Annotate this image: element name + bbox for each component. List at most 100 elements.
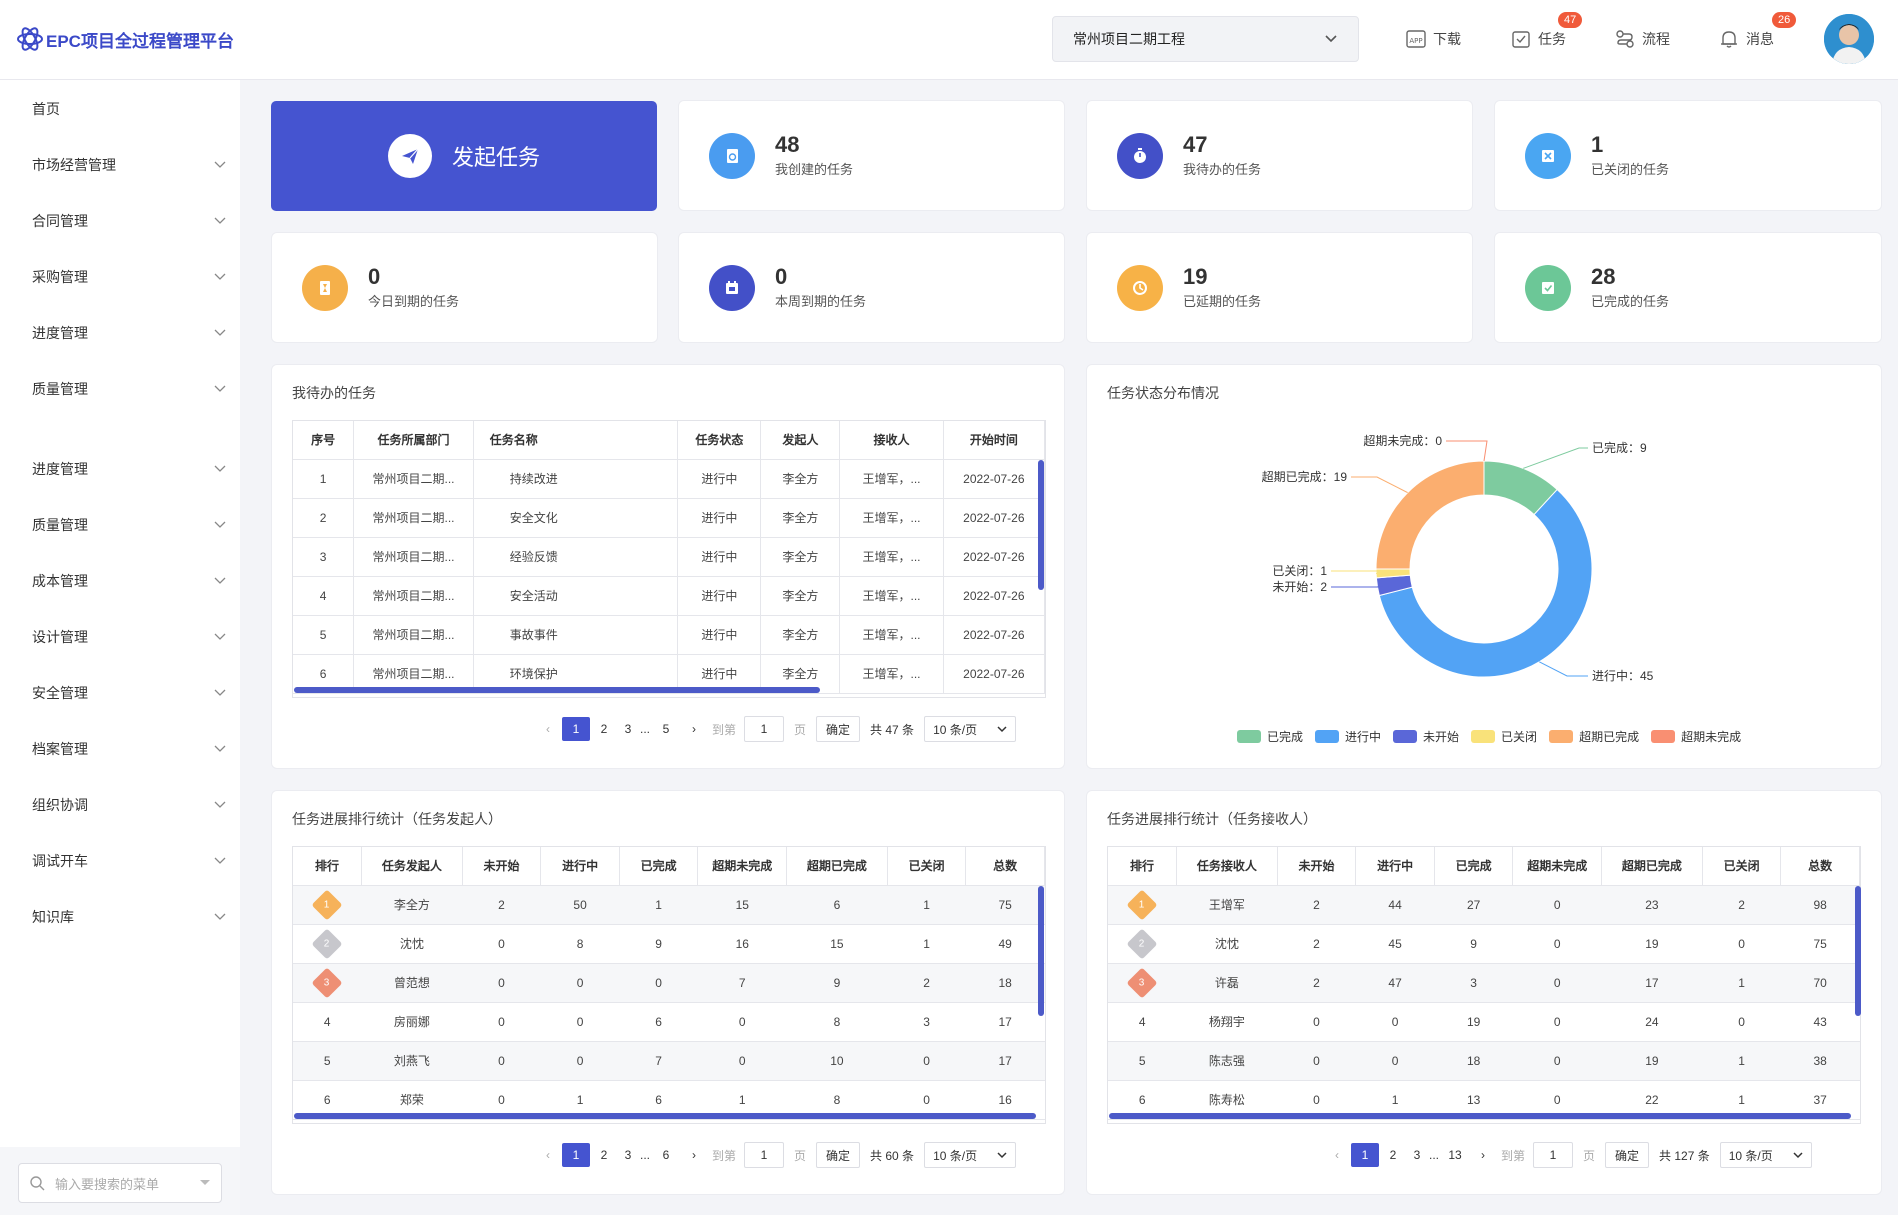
sidebar-item-quality[interactable]: 质量管理 bbox=[0, 374, 240, 404]
next-page-icon[interactable]: › bbox=[692, 722, 696, 736]
page-size-select[interactable]: 10 条/页 bbox=[924, 716, 1017, 742]
sidebar-item-quality-2[interactable]: 质量管理 bbox=[0, 510, 240, 540]
goto-page-input[interactable]: 1 bbox=[1533, 1142, 1574, 1168]
page-button[interactable]: 2 bbox=[1389, 1148, 1397, 1162]
goto-page-input[interactable]: 1 bbox=[744, 1142, 785, 1168]
table-header[interactable]: 未开始 bbox=[1277, 847, 1357, 886]
table-header[interactable]: 任务状态 bbox=[677, 421, 762, 460]
table-row[interactable]: 5 常州项目二期... 事故事件 进行中 李全方 王增军，... 2022-07-26 bbox=[293, 615, 1045, 655]
user-avatar[interactable] bbox=[1824, 14, 1874, 64]
table-row[interactable]: 1 王增军 2 44 27 0 23 2 98 bbox=[1108, 885, 1860, 925]
page-ellipsis[interactable]: ... bbox=[1428, 1148, 1439, 1162]
legend-item[interactable]: 未开始 bbox=[1393, 728, 1459, 745]
goto-confirm-button[interactable]: 确定 bbox=[816, 1142, 861, 1168]
table-header[interactable]: 任务发起人 bbox=[361, 847, 463, 886]
table-header[interactable]: 任务名称 bbox=[473, 421, 679, 460]
sidebar-item-coordination[interactable]: 组织协调 bbox=[0, 790, 240, 820]
vertical-scrollbar[interactable] bbox=[1855, 886, 1861, 1016]
table-header[interactable]: 已完成 bbox=[1434, 847, 1514, 886]
donut-slice[interactable] bbox=[1378, 488, 1593, 678]
stat-card-due-week[interactable]: 0 本周到期的任务 bbox=[678, 232, 1065, 343]
table-row[interactable]: 3 常州项目二期... 经验反馈 进行中 李全方 王增军，... 2022-07-26 bbox=[293, 537, 1045, 577]
table-header[interactable]: 超期未完成 bbox=[1512, 847, 1603, 886]
prev-page-icon[interactable]: ‹ bbox=[546, 722, 550, 736]
vertical-scrollbar[interactable] bbox=[1038, 460, 1044, 590]
table-row[interactable]: 3 许磊 2 47 3 0 17 1 70 bbox=[1108, 963, 1860, 1003]
sidebar-item-design[interactable]: 设计管理 bbox=[0, 622, 240, 652]
sidebar-item-cost[interactable]: 成本管理 bbox=[0, 566, 240, 596]
legend-item[interactable]: 进行中 bbox=[1315, 728, 1381, 745]
table-header[interactable]: 超期已完成 bbox=[1601, 847, 1703, 886]
table-row[interactable]: 6 郑荣 0 1 6 1 8 0 16 bbox=[293, 1080, 1045, 1120]
table-header[interactable]: 未开始 bbox=[462, 847, 542, 886]
legend-item[interactable]: 超期未完成 bbox=[1651, 728, 1741, 745]
table-header[interactable]: 排行 bbox=[1108, 847, 1177, 886]
table-row[interactable]: 2 沈忱 0 8 9 16 15 1 49 bbox=[293, 924, 1045, 964]
stat-card-closed[interactable]: 1 已关闭的任务 bbox=[1494, 100, 1882, 211]
page-button[interactable]: 5 bbox=[662, 722, 670, 736]
goto-page-input[interactable]: 1 bbox=[744, 716, 785, 742]
goto-confirm-button[interactable]: 确定 bbox=[816, 716, 861, 742]
table-row[interactable]: 5 刘燕飞 0 0 7 0 10 0 17 bbox=[293, 1041, 1045, 1081]
sidebar-item-progress-2[interactable]: 进度管理 bbox=[0, 454, 240, 484]
table-row[interactable]: 2 沈忱 2 45 9 0 19 0 75 bbox=[1108, 924, 1860, 964]
table-row[interactable]: 4 房丽娜 0 0 6 0 8 3 17 bbox=[293, 1002, 1045, 1042]
horizontal-scrollbar[interactable] bbox=[294, 1113, 1036, 1119]
table-header[interactable]: 总数 bbox=[1780, 847, 1860, 886]
page-ellipsis[interactable]: ... bbox=[639, 722, 650, 736]
table-header[interactable]: 已关闭 bbox=[887, 847, 967, 886]
app-logo[interactable]: EPC项目全过程管理平台 bbox=[16, 25, 234, 53]
table-row[interactable]: 4 杨翔宇 0 0 19 0 24 0 43 bbox=[1108, 1002, 1860, 1042]
sidebar-item-archive[interactable]: 档案管理 bbox=[0, 734, 240, 764]
sidebar-item-purchase[interactable]: 采购管理 bbox=[0, 262, 240, 292]
project-select[interactable]: 常州项目二期工程 bbox=[1052, 16, 1359, 62]
next-page-icon[interactable]: › bbox=[1481, 1148, 1485, 1162]
menu-search-input[interactable]: 输入要搜索的菜单 bbox=[18, 1163, 222, 1203]
sidebar-item-commissioning[interactable]: 调试开车 bbox=[0, 846, 240, 876]
sidebar-item-knowledge[interactable]: 知识库 bbox=[0, 902, 240, 932]
stat-card-created[interactable]: 48 我创建的任务 bbox=[678, 100, 1065, 211]
page-button[interactable]: 1 bbox=[562, 717, 590, 741]
sidebar-item-market[interactable]: 市场经营管理 bbox=[0, 150, 240, 180]
table-row[interactable]: 5 陈志强 0 0 18 0 19 1 38 bbox=[1108, 1041, 1860, 1081]
stat-card-completed[interactable]: 28 已完成的任务 bbox=[1494, 232, 1882, 343]
table-header[interactable]: 任务所属部门 bbox=[353, 421, 474, 460]
donut-slice[interactable] bbox=[1375, 460, 1485, 570]
page-size-select[interactable]: 10 条/页 bbox=[1719, 1142, 1812, 1168]
prev-page-icon[interactable]: ‹ bbox=[546, 1148, 550, 1162]
page-button[interactable]: 3 bbox=[1413, 1148, 1421, 1162]
table-header[interactable]: 发起人 bbox=[760, 421, 841, 460]
table-header[interactable]: 开始时间 bbox=[943, 421, 1045, 460]
messages-button[interactable]: 消息 26 bbox=[1718, 12, 1797, 50]
table-row[interactable]: 1 常州项目二期... 持续改进 进行中 李全方 王增军，... 2022-07-26 bbox=[293, 459, 1045, 499]
horizontal-scrollbar[interactable] bbox=[294, 687, 820, 693]
table-row[interactable]: 2 常州项目二期... 安全文化 进行中 李全方 王增军，... 2022-07-26 bbox=[293, 498, 1045, 538]
page-ellipsis[interactable]: ... bbox=[639, 1148, 650, 1162]
download-button[interactable]: APP 下载 bbox=[1405, 28, 1461, 50]
legend-item[interactable]: 超期已完成 bbox=[1549, 728, 1639, 745]
page-button[interactable]: 3 bbox=[624, 1148, 632, 1162]
next-page-icon[interactable]: › bbox=[692, 1148, 696, 1162]
table-header[interactable]: 序号 bbox=[293, 421, 355, 460]
table-row[interactable]: 4 常州项目二期... 安全活动 进行中 李全方 王增军，... 2022-07-26 bbox=[293, 576, 1045, 616]
goto-confirm-button[interactable]: 确定 bbox=[1605, 1142, 1650, 1168]
horizontal-scrollbar[interactable] bbox=[1109, 1113, 1851, 1119]
table-row[interactable]: 6 陈寿松 0 1 13 0 22 1 37 bbox=[1108, 1080, 1860, 1120]
page-button[interactable]: 2 bbox=[600, 1148, 608, 1162]
table-header[interactable]: 进行中 bbox=[540, 847, 620, 886]
sidebar-item-home[interactable]: 首页 bbox=[0, 94, 240, 124]
table-header[interactable]: 接收人 bbox=[839, 421, 944, 460]
table-header[interactable]: 进行中 bbox=[1355, 847, 1435, 886]
page-button[interactable]: 3 bbox=[624, 722, 632, 736]
stat-card-due-today[interactable]: 0 今日到期的任务 bbox=[271, 232, 658, 343]
prev-page-icon[interactable]: ‹ bbox=[1335, 1148, 1339, 1162]
legend-item[interactable]: 已关闭 bbox=[1471, 728, 1537, 745]
page-button[interactable]: 1 bbox=[1351, 1143, 1379, 1167]
stat-card-todo[interactable]: 47 我待办的任务 bbox=[1086, 100, 1473, 211]
table-header[interactable]: 超期已完成 bbox=[786, 847, 888, 886]
table-row[interactable]: 6 常州项目二期... 环境保护 进行中 李全方 王增军，... 2022-07-26 bbox=[293, 654, 1045, 694]
table-header[interactable]: 总数 bbox=[965, 847, 1045, 886]
page-button[interactable]: 6 bbox=[662, 1148, 670, 1162]
sidebar-item-progress[interactable]: 进度管理 bbox=[0, 318, 240, 348]
page-button[interactable]: 2 bbox=[600, 722, 608, 736]
